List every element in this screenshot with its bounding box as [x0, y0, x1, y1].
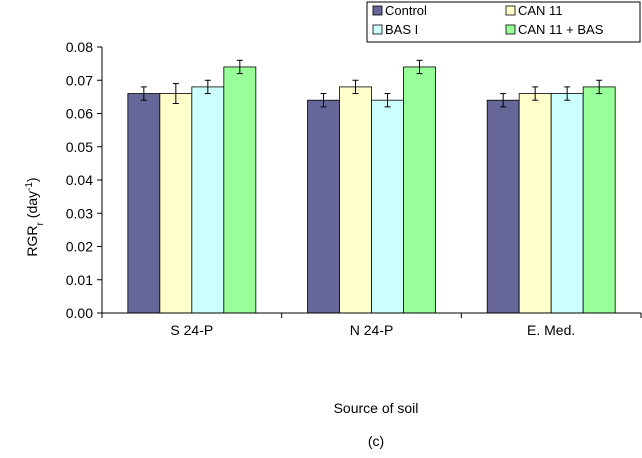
y-tick-label: 0.07	[66, 72, 93, 88]
legend-label: CAN 11 + BAS	[518, 22, 604, 37]
bar	[403, 66, 436, 314]
y-axis-label: RGRr (day-1)	[24, 177, 46, 256]
y-axis-label-sup: -1	[24, 182, 35, 191]
y-tick-label: 0.00	[66, 305, 93, 321]
y-axis-label-close: )	[24, 177, 40, 182]
bar	[518, 93, 552, 314]
bar	[582, 86, 616, 314]
bar	[550, 93, 584, 314]
y-axis-label-sub: r	[35, 221, 46, 225]
y-tick-label: 0.02	[66, 239, 93, 255]
legend-swatch	[505, 24, 516, 35]
y-tick-label: 0.06	[66, 106, 93, 122]
y-tick-label: 0.03	[66, 205, 93, 221]
bar	[159, 93, 193, 314]
legend-swatch	[372, 5, 383, 16]
bar	[486, 99, 520, 314]
y-axis-label-unit: (day	[24, 191, 40, 222]
y-tick-label: 0.01	[66, 272, 93, 288]
x-axis: S 24-P N 24-P E. Med.	[101, 312, 642, 338]
bars	[127, 59, 616, 314]
y-tick-label: 0.08	[66, 39, 93, 55]
bar	[191, 86, 225, 314]
figure-caption: (c)	[368, 433, 384, 449]
legend-label: BAS I	[385, 22, 418, 37]
y-tick-label: 0.04	[66, 172, 93, 188]
bar	[127, 93, 161, 314]
bar	[371, 99, 404, 314]
y-tick-label: 0.05	[66, 139, 93, 155]
legend-swatch	[505, 5, 516, 16]
legend-swatch	[372, 24, 383, 35]
x-tick-label: E. Med.	[527, 322, 575, 338]
legend-label: Control	[385, 3, 427, 18]
x-tick-label: S 24-P	[170, 322, 213, 338]
x-axis-label: Source of soil	[334, 400, 419, 416]
legend-label: CAN 11	[518, 3, 563, 18]
bar	[339, 86, 372, 314]
y-axis: 0.00 0.01 0.02 0.03 0.04 0.05 0.06 0.07 0.08	[66, 39, 103, 321]
bar	[223, 66, 257, 314]
legend: Control CAN 11 BAS I CAN 11 + BAS	[366, 1, 641, 43]
x-tick-label: N 24-P	[350, 322, 394, 338]
y-axis-label-main: RGR	[24, 225, 40, 256]
bar	[307, 99, 340, 314]
legend-box	[366, 1, 641, 43]
